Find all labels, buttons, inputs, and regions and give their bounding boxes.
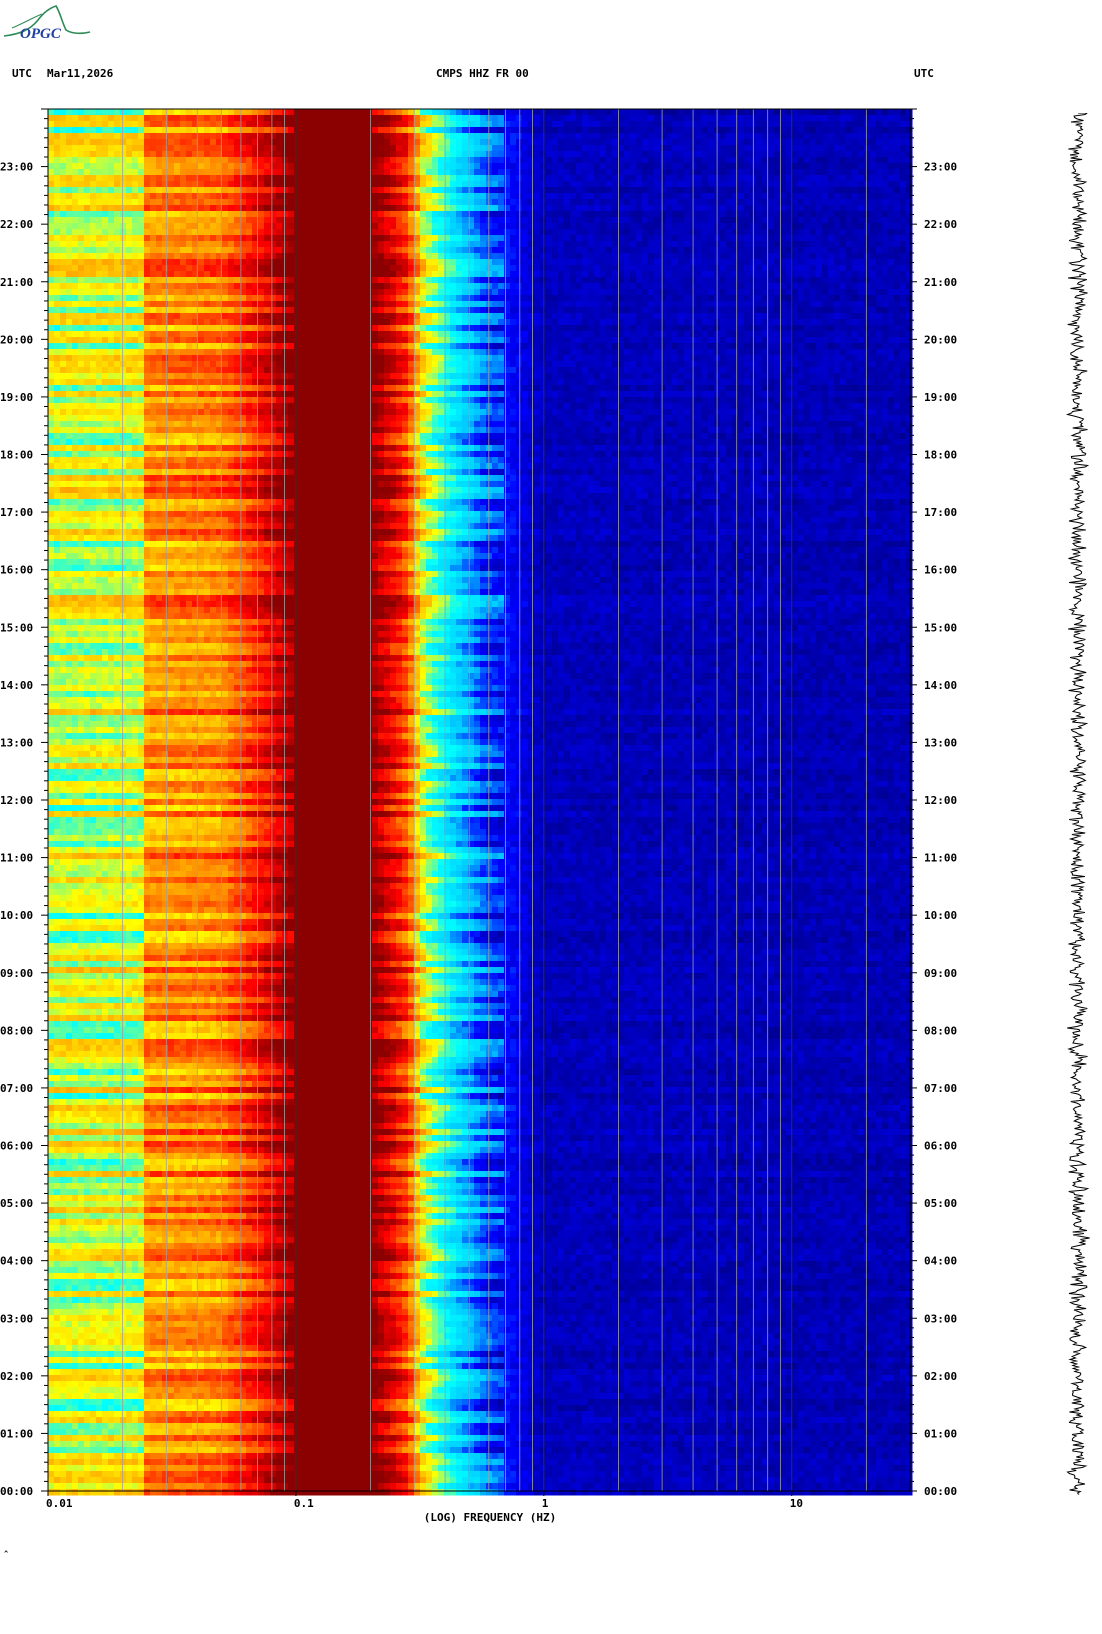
y-tick-label-left: 21:00 (0, 276, 33, 289)
x-axis-label: (LOG) FREQUENCY (HZ) (424, 1511, 556, 1524)
y-tick-label-left: 22:00 (0, 218, 33, 231)
y-tick-label-left: 03:00 (0, 1312, 33, 1325)
y-tick-label-right: 15:00 (924, 621, 957, 634)
x-tick-label: 0.01 (46, 1497, 73, 1510)
y-tick-label-right: 08:00 (924, 1024, 957, 1037)
y-tick-label-left: 08:00 (0, 1024, 33, 1037)
seismogram-trace (1060, 113, 1100, 1495)
x-tick-label: 1 (542, 1497, 549, 1510)
y-tick-label-right: 04:00 (924, 1255, 957, 1268)
y-tick-label-right: 19:00 (924, 391, 957, 404)
y-tick-label-left: 11:00 (0, 852, 33, 865)
y-tick-label-right: 23:00 (924, 161, 957, 174)
y-tick-label-left: 16:00 (0, 564, 33, 577)
y-tick-label-right: 00:00 (924, 1485, 957, 1498)
y-tick-label-left: 00:00 (0, 1485, 33, 1498)
y-tick-label-left: 10:00 (0, 909, 33, 922)
y-tick-label-left: 05:00 (0, 1197, 33, 1210)
y-tick-label-right: 17:00 (924, 506, 957, 519)
y-tick-label-left: 14:00 (0, 679, 33, 692)
x-tick-label: 10 (790, 1497, 803, 1510)
y-tick-label-left: 02:00 (0, 1370, 33, 1383)
y-tick-label-right: 13:00 (924, 736, 957, 749)
corner-mark: ^ (4, 1550, 8, 1558)
y-tick-label-left: 04:00 (0, 1255, 33, 1268)
y-tick-label-right: 12:00 (924, 794, 957, 807)
y-tick-label-right: 16:00 (924, 564, 957, 577)
spectrogram-heatmap (48, 109, 913, 1496)
y-tick-label-left: 09:00 (0, 967, 33, 980)
y-tick-label-left: 19:00 (0, 391, 33, 404)
y-tick-label-left: 17:00 (0, 506, 33, 519)
y-tick-label-left: 01:00 (0, 1427, 33, 1440)
y-tick-label-right: 05:00 (924, 1197, 957, 1210)
y-tick-label-right: 20:00 (924, 333, 957, 346)
y-tick-label-right: 22:00 (924, 218, 957, 231)
y-tick-label-right: 14:00 (924, 679, 957, 692)
y-tick-label-left: 20:00 (0, 333, 33, 346)
y-tick-label-left: 13:00 (0, 736, 33, 749)
seismogram-path (1067, 113, 1090, 1495)
y-tick-label-right: 07:00 (924, 1082, 957, 1095)
y-tick-label-right: 10:00 (924, 909, 957, 922)
y-tick-label-left: 18:00 (0, 449, 33, 462)
x-tick-label: 0.1 (294, 1497, 314, 1510)
y-tick-label-right: 11:00 (924, 852, 957, 865)
y-tick-label-right: 09:00 (924, 967, 957, 980)
y-tick-label-left: 23:00 (0, 161, 33, 174)
y-tick-label-left: 15:00 (0, 621, 33, 634)
y-tick-label-left: 06:00 (0, 1140, 33, 1153)
y-tick-label-right: 02:00 (924, 1370, 957, 1383)
y-tick-label-right: 18:00 (924, 449, 957, 462)
y-tick-label-right: 21:00 (924, 276, 957, 289)
y-tick-label-right: 03:00 (924, 1312, 957, 1325)
y-tick-label-left: 12:00 (0, 794, 33, 807)
y-tick-label-right: 06:00 (924, 1140, 957, 1153)
spectrogram-chart: 00:00 00:00 01:00 01:00 02:00 02:00 03:00 03:00… (0, 0, 1000, 1540)
y-tick-label-right: 01:00 (924, 1427, 957, 1440)
y-tick-label-left: 07:00 (0, 1082, 33, 1095)
